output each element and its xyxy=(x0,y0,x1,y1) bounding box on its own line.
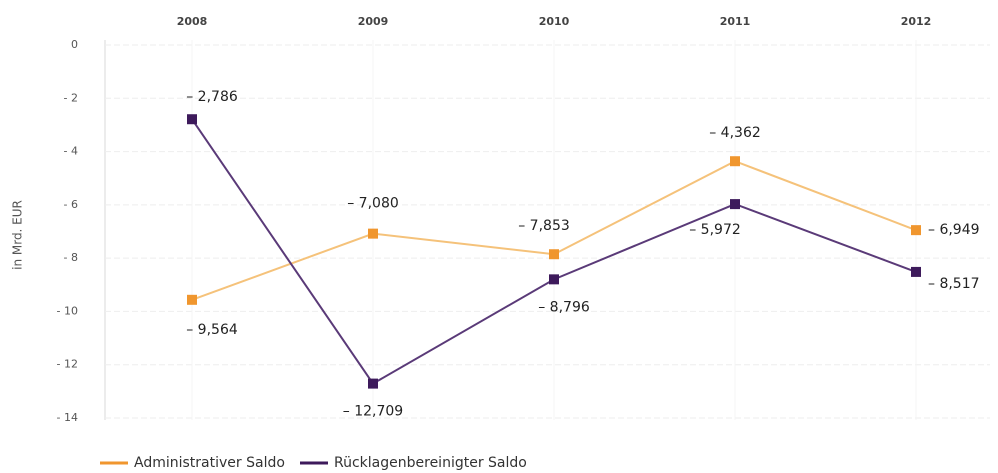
y-tick-label: - 2 xyxy=(64,91,78,104)
x-tick-label: 2008 xyxy=(177,15,208,28)
x-tick-label: 2009 xyxy=(358,15,389,28)
data-label: – 7,080 xyxy=(347,196,399,212)
data-label: – 8,517 xyxy=(928,276,980,292)
data-label: – 5,972 xyxy=(689,222,741,238)
point-marker xyxy=(730,199,740,210)
y-tick-label: - 14 xyxy=(57,411,78,424)
data-label: – 6,949 xyxy=(928,222,980,238)
data-label: – 2,786 xyxy=(186,89,238,105)
point-marker xyxy=(911,225,921,236)
point-marker xyxy=(549,274,559,285)
y-tick-label: - 4 xyxy=(64,145,78,158)
legend-label: Rücklagenbereinigter Saldo xyxy=(334,455,527,471)
x-tick-label: 2011 xyxy=(720,15,751,28)
x-tick-label: 2012 xyxy=(901,15,932,28)
y-tick-label: - 6 xyxy=(64,198,78,211)
point-marker xyxy=(730,156,740,167)
y-tick-label: - 8 xyxy=(64,251,78,264)
data-label: – 7,853 xyxy=(518,218,570,234)
point-marker xyxy=(187,114,197,125)
point-marker xyxy=(911,266,921,277)
point-marker xyxy=(368,378,378,389)
legend-label: Administrativer Saldo xyxy=(134,455,285,471)
y-tick-label: 0 xyxy=(71,38,78,51)
data-label: – 4,362 xyxy=(709,125,761,141)
data-label: – 9,564 xyxy=(186,322,238,338)
x-tick-label: 2010 xyxy=(539,15,570,28)
data-label: – 12,709 xyxy=(343,404,403,420)
y-tick-label: - 12 xyxy=(57,358,78,371)
point-marker xyxy=(187,294,197,305)
point-marker xyxy=(549,249,559,260)
y-tick-label: - 10 xyxy=(57,304,78,317)
point-marker xyxy=(368,228,378,239)
data-label: – 8,796 xyxy=(538,299,590,315)
y-axis-label: in Mrd. EUR xyxy=(11,200,25,270)
